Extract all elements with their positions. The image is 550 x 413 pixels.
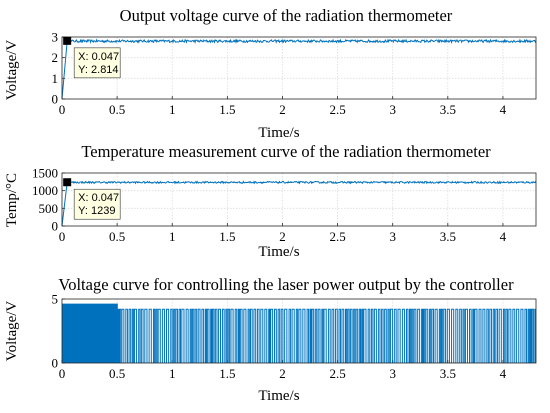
datatip-marker[interactable] xyxy=(63,36,72,45)
x-tick-label: 3.5 xyxy=(440,229,456,244)
x-tick-label: 1.5 xyxy=(219,102,235,117)
datatip-y-text: Y: 1239 xyxy=(78,205,115,217)
series-line xyxy=(62,180,536,226)
y-tick-label: 0 xyxy=(52,219,59,234)
x-tick-label: 4 xyxy=(500,366,507,381)
x-tick-label: 4 xyxy=(500,229,507,244)
y-tick-label: 2 xyxy=(52,50,59,65)
series-line xyxy=(62,38,536,99)
x-tick-label: 1 xyxy=(169,229,176,244)
x-tick-label: 3.5 xyxy=(440,102,456,117)
chart-panel-1: Output voltage curve of the radiation th… xyxy=(4,6,537,141)
x-tick-label: 0.5 xyxy=(109,102,125,117)
x-axis-label: Time/s xyxy=(258,388,299,404)
x-tick-label: 1.5 xyxy=(219,229,235,244)
x-tick-label: 2.5 xyxy=(329,102,345,117)
x-tick-label: 2.5 xyxy=(329,366,345,381)
y-tick-label: 3 xyxy=(52,30,59,45)
y-tick-label: 5 xyxy=(52,292,59,307)
series-line xyxy=(62,303,536,363)
x-tick-label: 2 xyxy=(279,229,286,244)
y-tick-label: 1500 xyxy=(32,166,58,181)
plot-frame xyxy=(61,298,537,364)
x-tick-label: 0.5 xyxy=(109,366,125,381)
y-tick-label: 0 xyxy=(52,356,59,371)
chart-title: Output voltage curve of the radiation th… xyxy=(120,6,453,25)
x-tick-label: 2.5 xyxy=(329,229,345,244)
chart-panel-3: Voltage curve for controlling the laser … xyxy=(4,275,537,404)
plot-frame xyxy=(61,172,537,227)
y-tick-label: 1000 xyxy=(32,183,58,198)
x-tick-label: 3 xyxy=(389,229,396,244)
y-axis-label: Voltage/V xyxy=(4,301,20,362)
y-axis-label: Voltage/V xyxy=(4,40,20,101)
plot-frame xyxy=(61,36,537,100)
y-tick-label: 0 xyxy=(52,92,59,107)
x-tick-label: 2 xyxy=(279,102,286,117)
x-tick-label: 3.5 xyxy=(440,366,456,381)
datatip-box[interactable] xyxy=(73,188,121,220)
datatip-box[interactable] xyxy=(73,47,121,79)
chart-panel-2: Temperature measurement curve of the rad… xyxy=(4,142,537,260)
x-axis-label: Time/s xyxy=(258,244,299,260)
y-tick-label: 500 xyxy=(39,201,59,216)
x-tick-label: 0 xyxy=(59,366,66,381)
datatip-marker[interactable] xyxy=(63,178,72,187)
x-tick-label: 0 xyxy=(59,229,66,244)
datatip-x-text: X: 0.047 xyxy=(78,51,119,63)
x-tick-label: 0.5 xyxy=(109,229,125,244)
y-tick-label: 1 xyxy=(52,71,59,86)
x-tick-label: 3 xyxy=(389,102,396,117)
y-axis-label: Temp/°C xyxy=(4,173,20,227)
x-tick-label: 1.5 xyxy=(219,366,235,381)
x-tick-label: 0 xyxy=(59,102,66,117)
chart-title: Voltage curve for controlling the laser … xyxy=(58,275,514,294)
datatip-x-text: X: 0.047 xyxy=(78,192,119,204)
x-tick-label: 4 xyxy=(500,102,507,117)
x-tick-label: 3 xyxy=(389,366,396,381)
x-tick-label: 1 xyxy=(169,366,176,381)
x-tick-label: 1 xyxy=(169,102,176,117)
chart-title: Temperature measurement curve of the rad… xyxy=(81,142,491,161)
x-tick-label: 2 xyxy=(279,366,286,381)
x-axis-label: Time/s xyxy=(258,125,299,141)
datatip-y-text: Y: 2.814 xyxy=(78,64,118,76)
